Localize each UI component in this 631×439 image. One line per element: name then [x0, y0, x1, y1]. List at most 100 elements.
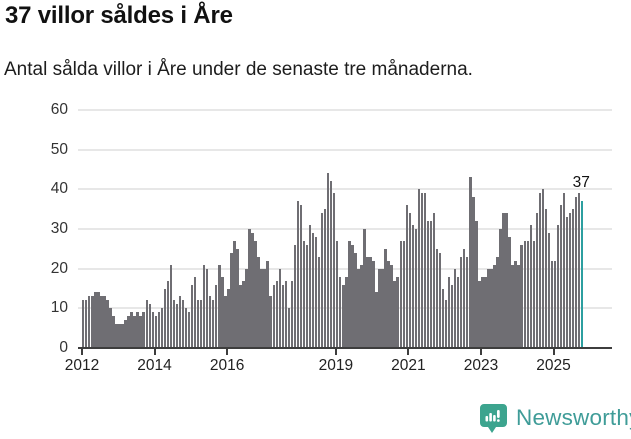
y-axis-tick-label: 40 — [50, 180, 68, 198]
bar — [251, 232, 254, 348]
newsworthy-logo[interactable]: Newsworthy — [478, 402, 631, 434]
gridline — [78, 188, 612, 191]
bar — [496, 256, 499, 348]
bar — [284, 280, 288, 348]
bar — [502, 213, 505, 348]
gridline — [78, 109, 612, 111]
bar — [163, 288, 167, 348]
bar — [193, 276, 197, 348]
bar — [151, 312, 154, 348]
bar — [281, 284, 285, 348]
bar — [209, 296, 212, 348]
y-axis-tick-label: 10 — [50, 299, 68, 317]
bar — [308, 225, 312, 348]
bar — [447, 276, 451, 348]
bar — [568, 213, 572, 348]
bar — [529, 225, 532, 348]
bar — [290, 280, 294, 348]
bar — [429, 221, 433, 348]
bar — [272, 284, 275, 348]
bar — [287, 308, 291, 348]
bar — [91, 296, 94, 348]
bar — [441, 288, 445, 348]
bar — [444, 300, 448, 348]
x-axis-tick — [407, 349, 410, 355]
bar — [115, 324, 118, 348]
bar — [547, 232, 551, 348]
bar — [314, 236, 318, 348]
bar — [487, 268, 490, 348]
x-axis-tick — [479, 349, 482, 355]
bar — [420, 193, 424, 348]
x-axis-tick-label: 2025 — [536, 357, 571, 374]
bar — [124, 320, 127, 348]
bar — [311, 232, 315, 348]
bar — [157, 312, 161, 348]
bar — [227, 288, 230, 348]
bar — [230, 252, 233, 348]
bar — [562, 193, 566, 348]
bar — [296, 201, 300, 348]
bar — [484, 276, 487, 348]
bar — [339, 276, 342, 348]
bar — [148, 304, 151, 348]
bar — [263, 268, 266, 348]
bar — [320, 213, 324, 348]
newsworthy-logo-icon — [480, 404, 507, 433]
bar — [212, 300, 215, 348]
bar — [393, 280, 396, 348]
bar — [366, 256, 369, 348]
x-axis-tick-label: 2012 — [64, 357, 100, 374]
bar — [417, 189, 421, 348]
bar — [402, 240, 405, 348]
bar — [127, 316, 130, 348]
bar — [121, 324, 124, 348]
bar — [323, 209, 327, 348]
bar — [118, 324, 121, 348]
bar — [399, 240, 402, 348]
bar — [85, 300, 88, 348]
bar — [460, 256, 463, 348]
bar — [375, 292, 378, 348]
bar — [532, 240, 535, 348]
x-axis-tick — [552, 349, 555, 355]
x-axis-tick-label: 2014 — [137, 357, 172, 374]
bar — [490, 268, 493, 348]
bar — [466, 256, 469, 348]
bar — [106, 300, 109, 348]
highlighted-bar — [580, 201, 584, 348]
bar — [472, 197, 475, 348]
bar — [493, 264, 496, 348]
bar — [414, 229, 418, 348]
bar — [432, 213, 436, 348]
page-title: 37 villor såldes i Åre — [5, 2, 233, 29]
bar — [426, 221, 430, 348]
bar — [196, 300, 200, 348]
bar — [160, 308, 164, 348]
bar — [257, 256, 260, 348]
x-axis-tick-label: 2023 — [463, 357, 499, 374]
bar — [190, 284, 194, 348]
bar — [396, 276, 399, 348]
bar — [133, 316, 136, 348]
bar — [435, 248, 439, 348]
bar — [526, 240, 529, 348]
x-axis-tick — [226, 349, 229, 355]
bar — [178, 296, 182, 348]
bar — [218, 264, 221, 348]
x-axis-tick — [81, 349, 83, 355]
bar — [100, 296, 103, 348]
bar — [577, 193, 581, 348]
bar — [514, 260, 517, 348]
bar — [317, 256, 321, 348]
bar — [508, 236, 511, 348]
bar — [326, 173, 330, 348]
bar — [82, 300, 85, 348]
bar — [360, 264, 363, 348]
bar — [336, 240, 339, 348]
bar — [254, 240, 257, 348]
bar — [94, 292, 97, 348]
bar — [215, 284, 218, 348]
bar — [535, 213, 539, 348]
